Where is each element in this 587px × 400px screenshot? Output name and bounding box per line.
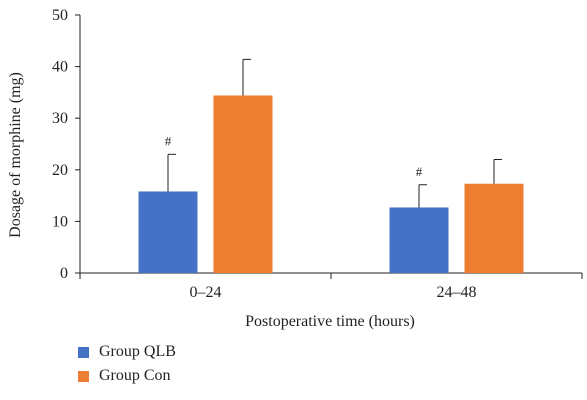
y-tick-label-2: 20: [52, 162, 68, 179]
y-tick-label-5: 50: [52, 7, 68, 24]
x-tick-label-1: 24–48: [437, 284, 477, 301]
bar-1-0: [213, 95, 273, 273]
legend-item-con: Group Con: [78, 364, 176, 388]
y-tick-label-1: 10: [52, 213, 68, 230]
legend-swatch-qlb: [78, 346, 89, 358]
x-axis: 0–24 24–48: [79, 272, 583, 301]
legend-item-qlb: Group QLB: [78, 340, 176, 364]
annotation-0-1: #: [416, 164, 423, 179]
y-tick-label-4: 40: [52, 59, 68, 76]
annotation-0-0: #: [165, 133, 172, 148]
legend-label-qlb: Group QLB: [99, 343, 176, 360]
legend: Group QLB Group Con: [78, 340, 176, 388]
y-tick-label-3: 30: [52, 110, 68, 127]
x-axis-label: Postoperative time (hours): [245, 313, 415, 330]
y-axis: 0 10 20 30 40 50: [52, 7, 81, 282]
legend-swatch-con: [78, 370, 89, 382]
legend-label-con: Group Con: [99, 367, 171, 384]
bar-0-0: [138, 191, 198, 273]
bars-group: ##: [138, 58, 524, 273]
y-tick-label-0: 0: [60, 265, 68, 282]
bar-0-1: [389, 207, 449, 273]
y-axis-label: Dosage of morphine (mg): [7, 72, 24, 238]
x-tick-label-0: 0–24: [190, 284, 222, 301]
bar-1-1: [464, 183, 524, 273]
